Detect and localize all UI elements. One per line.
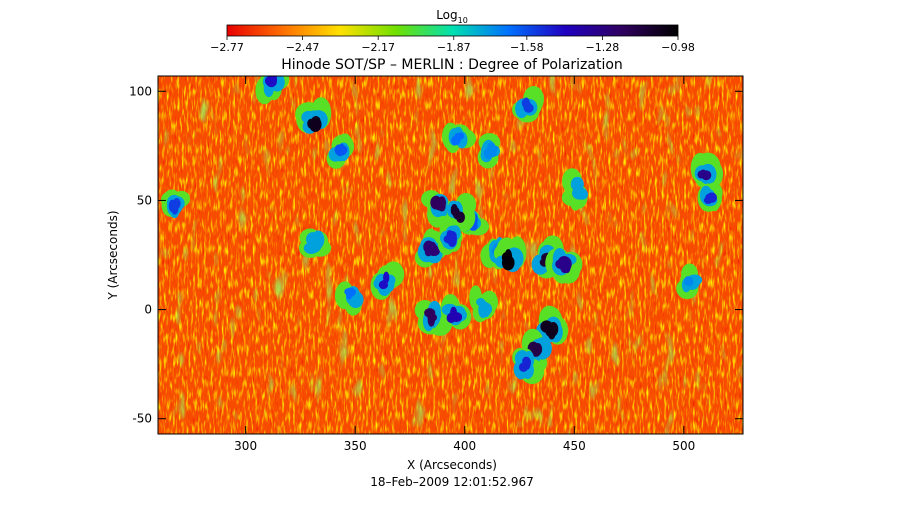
patch-blob: [378, 280, 389, 290]
x-tick-label: 350: [344, 439, 367, 453]
colorbar-tick-label: −1.58: [510, 41, 544, 54]
polarization-patch: [440, 294, 472, 330]
x-axis: 300 350 400 450 500: [234, 76, 695, 453]
x-tick-label: 450: [563, 439, 586, 453]
patch-blob: [310, 117, 322, 130]
colorbar-tick-label: −1.87: [437, 41, 471, 54]
patch-blob: [697, 170, 705, 179]
patch-blob: [265, 76, 277, 88]
x-axis-label: X (Arcseconds): [407, 458, 497, 472]
patch-blob: [456, 132, 465, 140]
colorbar-tick-label: −2.77: [210, 41, 244, 54]
patch-blob: [451, 136, 459, 146]
patch-blob: [337, 144, 346, 156]
plot-area: [158, 76, 743, 434]
polarization-patch: [414, 228, 449, 268]
polarization-patches: [161, 76, 724, 385]
patch-blob: [501, 255, 515, 271]
patch-blob: [547, 327, 556, 340]
patch-blob: [171, 202, 179, 215]
patch-blob: [478, 299, 485, 307]
patch-blob: [434, 199, 446, 211]
patch-blob: [447, 233, 458, 245]
colorbar-tick-label: −2.17: [361, 41, 395, 54]
polarization-patch: [697, 182, 723, 212]
y-tick-label: 50: [137, 193, 152, 207]
polarization-patch: [334, 281, 364, 316]
timestamp-footer: 18–Feb–2009 12:01:52.967: [370, 475, 533, 489]
polarization-patch: [441, 122, 477, 154]
polarization-patch: [561, 168, 588, 211]
polarization-patch: [421, 190, 454, 228]
y-tick-label: -50: [132, 412, 152, 426]
polarization-patch: [512, 348, 545, 385]
patch-blob: [523, 356, 531, 370]
polarization-patch: [414, 299, 453, 336]
patch-blob: [424, 308, 436, 318]
y-tick-label: 100: [129, 84, 152, 98]
polarization-patch: [295, 97, 332, 134]
patch-blob: [684, 276, 692, 283]
polarization-patch: [161, 189, 190, 219]
x-tick-label: 400: [453, 439, 476, 453]
patch-blob: [311, 239, 318, 250]
chart-title: Hinode SOT/SP – MERLIN : Degree of Polar…: [281, 57, 623, 73]
patch-blob: [574, 187, 583, 195]
y-axis: -50 0 50 100: [129, 84, 743, 426]
x-tick-label: 500: [672, 439, 695, 453]
y-axis-label: Y (Arcseconds): [106, 210, 120, 300]
colorbar-tick-label: −0.98: [661, 41, 695, 54]
polarization-patch: [255, 76, 290, 105]
polarization-patch: [535, 305, 569, 345]
colorbar-label: Log10: [436, 8, 468, 25]
polarization-patch: [545, 247, 583, 284]
patch-blob: [450, 312, 463, 323]
polarization-patch: [370, 261, 405, 300]
polarization-patch: [690, 152, 724, 189]
y-tick-label: 0: [144, 303, 152, 317]
polarization-patch: [512, 85, 544, 123]
patch-blob: [346, 287, 356, 297]
polarization-patch: [676, 263, 703, 300]
polarization-patch: [469, 285, 498, 323]
colorbar-tick-label: −2.47: [286, 41, 320, 54]
colorbar: Log10 −2.77 −2.47 −2.17 −1.87 −1.58 −1.28 −0.9…: [210, 8, 695, 54]
polarization-patch: [326, 133, 355, 169]
colorbar-gradient: [226, 24, 679, 37]
patch-blob: [705, 193, 713, 203]
colorbar-tick-label: −1.28: [586, 41, 620, 54]
colorbar-ticks: −2.77 −2.47 −2.17 −1.87 −1.58 −1.28 −0.98: [210, 36, 695, 54]
x-tick-label: 300: [234, 439, 257, 453]
polarization-patch: [438, 218, 463, 255]
polarization-patch: [493, 236, 527, 273]
polarization-patch: [477, 133, 501, 169]
patch-blob: [523, 103, 534, 113]
polarization-patch: [298, 228, 332, 258]
patch-blob: [563, 261, 571, 274]
patch-blob: [456, 211, 465, 223]
patch-blob: [487, 142, 496, 153]
patch-blob: [428, 241, 437, 252]
plot-frame: [157, 75, 744, 435]
